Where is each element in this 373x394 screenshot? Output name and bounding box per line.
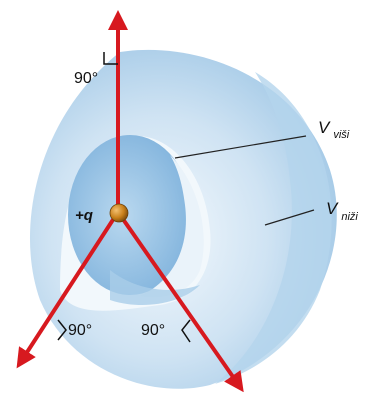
field-lines (16, 10, 244, 393)
v-lower-main: V (326, 199, 339, 218)
angle-label-top: 90° (74, 70, 98, 87)
v-lower-sub: niži (341, 211, 358, 223)
v-higher-sub: viši (333, 129, 349, 141)
v-higher-main: V (318, 118, 331, 137)
right-angle-marker-top (103, 52, 118, 65)
right-angle-marker-right (181, 319, 191, 343)
angle-label-right: 90° (141, 322, 165, 339)
v-lower-leader-line (264, 209, 315, 226)
v-higher-leader-line (174, 135, 307, 159)
right-angle-marker-left (57, 319, 67, 341)
field-line-down-right (116, 210, 244, 393)
point-charge-icon (109, 203, 129, 223)
field-line-down-left (16, 210, 120, 369)
charge-label: +q (75, 207, 93, 224)
angle-label-left: 90° (68, 322, 92, 339)
inner-equipotential-shell (60, 135, 211, 311)
